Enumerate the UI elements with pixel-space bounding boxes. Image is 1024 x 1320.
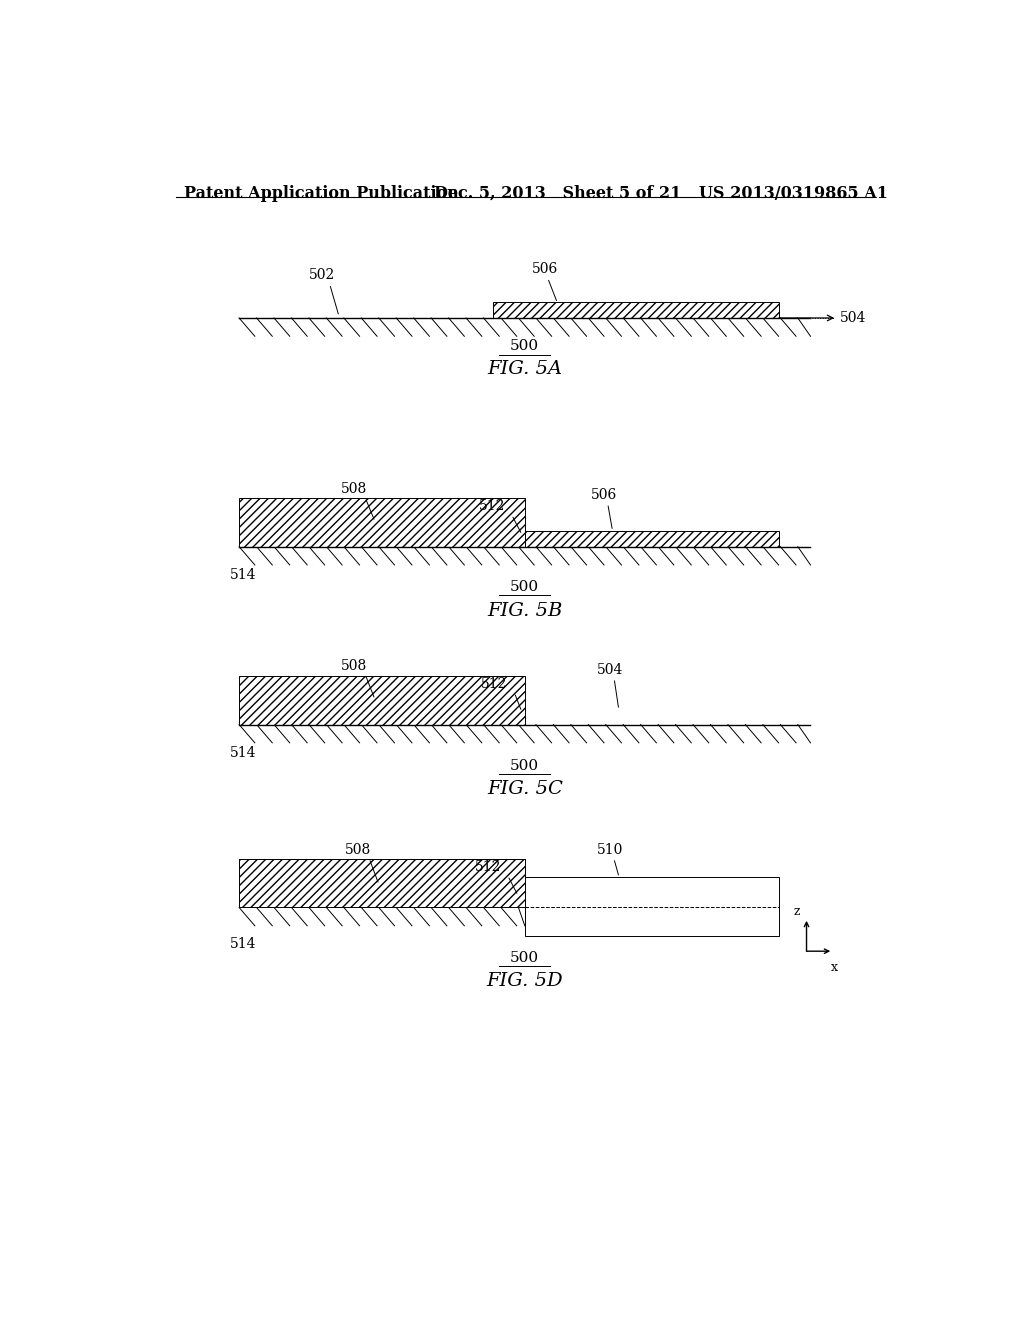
Text: Dec. 5, 2013   Sheet 5 of 21: Dec. 5, 2013 Sheet 5 of 21 — [433, 185, 681, 202]
Text: z: z — [794, 904, 800, 917]
Text: 510: 510 — [597, 842, 624, 857]
Text: FIG. 5C: FIG. 5C — [486, 780, 563, 797]
Text: x: x — [830, 961, 838, 974]
Text: 512: 512 — [481, 677, 507, 690]
Text: 502: 502 — [309, 268, 336, 282]
Text: 500: 500 — [510, 581, 540, 594]
Text: 508: 508 — [341, 482, 368, 496]
Text: 512: 512 — [474, 859, 501, 874]
Text: 508: 508 — [341, 659, 368, 673]
Bar — [240, 676, 524, 725]
Text: 504: 504 — [840, 312, 866, 325]
Text: 514: 514 — [229, 937, 256, 952]
Text: US 2013/0319865 A1: US 2013/0319865 A1 — [699, 185, 889, 202]
Text: 500: 500 — [510, 759, 540, 774]
Text: 506: 506 — [591, 488, 617, 502]
Text: 506: 506 — [531, 263, 558, 276]
Text: 508: 508 — [345, 842, 372, 857]
Text: FIG. 5A: FIG. 5A — [487, 360, 562, 378]
Text: FIG. 5D: FIG. 5D — [486, 972, 563, 990]
Text: 500: 500 — [510, 952, 540, 965]
Bar — [524, 876, 778, 936]
Bar — [494, 302, 778, 318]
Bar — [240, 859, 524, 907]
Text: 514: 514 — [229, 568, 256, 582]
Text: Patent Application Publication: Patent Application Publication — [183, 185, 459, 202]
Text: 514: 514 — [229, 746, 256, 760]
Bar — [240, 498, 524, 546]
Text: FIG. 5B: FIG. 5B — [487, 602, 562, 619]
Text: 512: 512 — [478, 499, 505, 513]
Bar — [524, 532, 778, 546]
Text: 500: 500 — [510, 339, 540, 354]
Text: 504: 504 — [597, 663, 624, 677]
